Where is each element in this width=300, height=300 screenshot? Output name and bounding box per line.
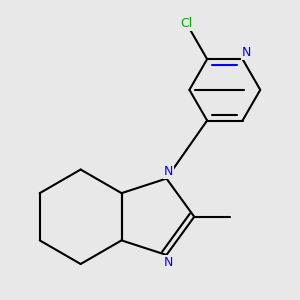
Text: N: N	[242, 46, 251, 59]
Text: N: N	[164, 256, 173, 268]
Text: Cl: Cl	[180, 17, 193, 30]
Text: N: N	[164, 165, 173, 178]
